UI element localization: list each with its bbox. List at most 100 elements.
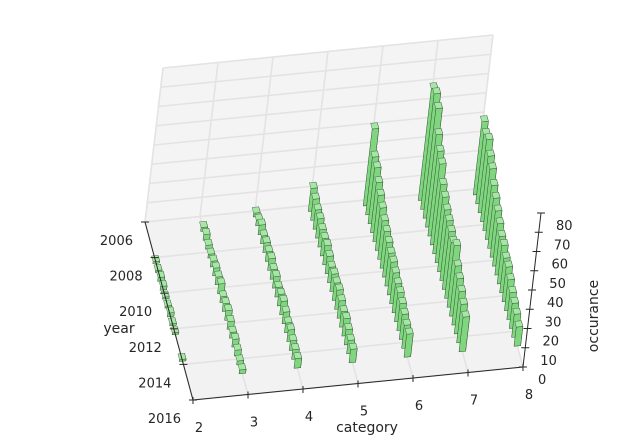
bar-top (170, 326, 180, 334)
bar-top (386, 246, 396, 254)
bar-top (447, 225, 456, 233)
bar-top (323, 239, 332, 246)
x-tick-label: 2 (195, 421, 203, 436)
bar-top (497, 230, 507, 237)
bar-top (290, 343, 300, 351)
bar-top (370, 150, 380, 158)
bar-top (228, 325, 237, 333)
bar-top (491, 191, 501, 199)
bar-top (508, 286, 517, 293)
x-tick-label: 5 (360, 405, 368, 420)
bar-top (499, 238, 509, 246)
bar-top (393, 277, 403, 285)
bar-top (435, 144, 445, 152)
bar-top (459, 297, 468, 305)
bar-top (274, 280, 283, 288)
bar-top (457, 285, 467, 292)
z-tick-label: 10 (540, 354, 557, 369)
bar-top (337, 294, 346, 302)
bar-top (374, 176, 384, 183)
bar-top (400, 307, 410, 315)
bar-top (216, 277, 226, 285)
bar-top (168, 317, 177, 325)
grid-line-z (162, 34, 494, 69)
bar-top (384, 235, 394, 243)
bar-top (218, 290, 228, 298)
y-tick-label: 2006 (100, 234, 133, 249)
bar-top (455, 272, 465, 280)
x-axis-title: category (336, 420, 398, 436)
bar-top (370, 122, 380, 130)
bar-top (313, 203, 323, 211)
bar (293, 357, 303, 369)
bar-top (495, 217, 505, 225)
bar-top (376, 188, 386, 196)
bar-top (235, 354, 244, 362)
bar-top (372, 161, 382, 169)
bar-top (311, 192, 320, 200)
bar-top (318, 223, 327, 231)
bar-top (510, 296, 520, 304)
bar-top (391, 266, 401, 274)
bar-top (281, 305, 291, 313)
bar-top (279, 294, 289, 302)
bar-top (437, 157, 447, 165)
bar-top (512, 307, 522, 315)
bar-top (484, 133, 494, 140)
y-axis-title: year (103, 321, 134, 337)
bar-top (221, 297, 230, 305)
bars-group (151, 82, 524, 375)
z-tick-label: 0 (538, 373, 546, 388)
bar-top (325, 249, 334, 257)
bar-top (342, 312, 351, 320)
bar-top (398, 297, 407, 304)
bar-top (339, 305, 349, 313)
bar-top (348, 342, 358, 350)
bar-top (199, 220, 208, 228)
bar-top (514, 320, 524, 328)
x-tick-label: 4 (305, 410, 313, 425)
bar-top (493, 204, 503, 212)
bar-top (486, 149, 495, 157)
bar-top (267, 252, 276, 260)
z-tick-label: 70 (554, 238, 571, 253)
bar-top (432, 87, 441, 95)
bar-top (230, 332, 240, 340)
bar-top (506, 273, 515, 281)
x-tick-label: 6 (415, 399, 423, 414)
bar-top (461, 310, 470, 318)
x-tick-label: 3 (250, 416, 258, 431)
bar-top (404, 327, 414, 335)
bar-top (434, 128, 444, 136)
bar-top (344, 323, 353, 330)
bar-top (440, 190, 450, 198)
bar-top (489, 179, 499, 186)
bar-top (327, 260, 337, 268)
bar-top (160, 290, 170, 298)
bar-top (201, 227, 211, 235)
axis-lines (141, 212, 545, 404)
bar-top (272, 270, 281, 277)
bar-top (445, 214, 454, 222)
bar-top (346, 333, 356, 341)
bar-top (283, 316, 293, 324)
y-tick-label: 2008 (110, 270, 143, 285)
bar-top (330, 267, 339, 275)
bar (348, 348, 358, 364)
bar-top (452, 239, 462, 246)
z-tick-label: 30 (545, 315, 562, 330)
bar-top (382, 225, 392, 233)
bar-top (262, 236, 271, 244)
grid-line-z (158, 72, 489, 108)
grid-line-z (160, 53, 491, 89)
bar-top (453, 259, 463, 267)
tick-labels: 2 3 4 5 6 7 8 2006 2008 2010 2012 2014 2016 0 10 20 30 40… (100, 219, 573, 436)
bar-top (177, 352, 187, 360)
bar-top (504, 260, 513, 268)
bar-top (389, 255, 398, 263)
bar-top (151, 255, 160, 262)
bar-top (259, 229, 269, 237)
bar-top (209, 254, 218, 262)
bar-top (158, 279, 168, 287)
bar-top (276, 287, 286, 295)
